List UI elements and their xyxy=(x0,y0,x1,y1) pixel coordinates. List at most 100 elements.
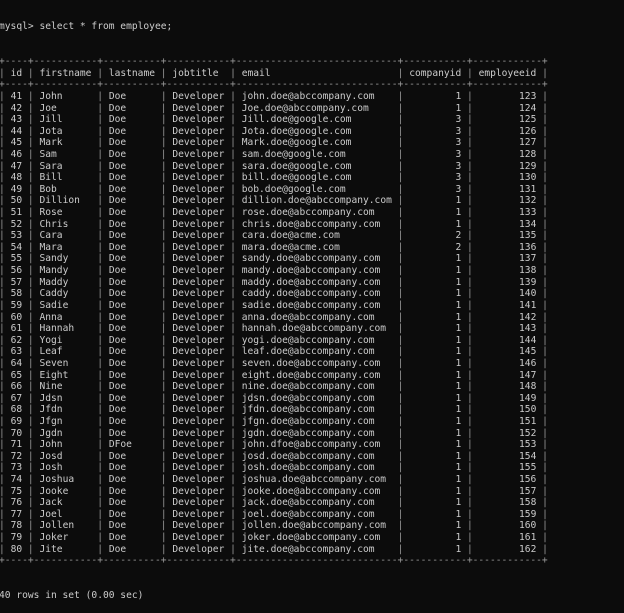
cell-employeeid: 127 xyxy=(519,137,537,149)
table-row: | 76 | Jack | Doe | Developer | jack.doe… xyxy=(0,497,548,509)
cell-email: nine.doe@abccompany.com xyxy=(241,381,375,393)
cell-jobtitle: Developer xyxy=(172,508,225,520)
cell-jobtitle: Developer xyxy=(172,241,225,253)
cell-email: Jota.doe@google.com xyxy=(241,125,352,137)
cell-email: john.doe@abccompany.com xyxy=(241,90,375,102)
cell-firstname: Seven xyxy=(39,357,69,369)
table-row: | 78 | Jollen | Doe | Developer | jollen… xyxy=(0,520,548,532)
cell-email: rose.doe@abccompany.com xyxy=(241,207,375,219)
cell-email: Jill.doe@google.com xyxy=(241,114,352,126)
cell-firstname: Jill xyxy=(39,114,63,126)
cell-employeeid: 149 xyxy=(519,392,537,404)
cell-lastname: Doe xyxy=(108,311,127,323)
table-row: | 79 | Joker | Doe | Developer | joker.d… xyxy=(0,532,548,544)
table-row: | 47 | Sara | Doe | Developer | sara.doe… xyxy=(0,160,548,172)
cell-firstname: Eight xyxy=(39,369,69,381)
table-row: | 51 | Rose | Doe | Developer | rose.doe… xyxy=(0,207,548,219)
cell-jobtitle: Developer xyxy=(172,288,225,300)
table-row: | 80 | Jite | Doe | Developer | jite.doe… xyxy=(0,543,548,555)
cell-companyid: 1 xyxy=(455,195,462,207)
cell-employeeid: 150 xyxy=(519,404,537,416)
cell-lastname: Doe xyxy=(108,462,127,474)
cell-firstname: Hannah xyxy=(39,323,75,335)
cell-firstname: Cara xyxy=(39,230,63,242)
cell-lastname: Doe xyxy=(108,299,127,311)
cell-jobtitle: Developer xyxy=(172,148,225,160)
cell-lastname: Doe xyxy=(108,532,127,544)
cell-id: 77 xyxy=(10,508,23,520)
cell-email: dillion.doe@abccompany.com xyxy=(241,195,392,207)
cell-email: cara.doe@acme.com xyxy=(241,230,340,242)
cell-companyid: 3 xyxy=(455,125,462,137)
cell-id: 79 xyxy=(10,532,23,544)
cell-employeeid: 153 xyxy=(519,439,537,451)
result-summary: 40 rows in set (0.00 sec) xyxy=(0,590,144,602)
cell-companyid: 2 xyxy=(455,241,462,253)
cell-jobtitle: Developer xyxy=(172,392,225,404)
cell-companyid: 1 xyxy=(455,288,462,300)
cell-jobtitle: Developer xyxy=(172,276,225,288)
table-row: | 42 | Joe | Doe | Developer | Joe.doe@a… xyxy=(0,102,548,114)
cell-companyid: 3 xyxy=(455,137,462,149)
cell-id: 62 xyxy=(10,334,23,346)
cell-employeeid: 133 xyxy=(519,207,537,219)
cell-lastname: DFoe xyxy=(108,439,132,451)
cell-companyid: 3 xyxy=(455,183,462,195)
cell-email: mandy.doe@abccompany.com xyxy=(241,265,381,277)
cell-companyid: 1 xyxy=(455,381,462,393)
cell-firstname: Rose xyxy=(39,207,63,219)
cell-id: 72 xyxy=(10,450,23,462)
cell-companyid: 1 xyxy=(455,265,462,277)
cell-firstname: Bob xyxy=(39,183,57,195)
cell-id: 65 xyxy=(10,369,23,381)
cell-firstname: Leaf xyxy=(39,346,63,358)
cell-companyid: 1 xyxy=(455,392,462,404)
cell-jobtitle: Developer xyxy=(172,520,225,532)
cell-lastname: Doe xyxy=(108,543,127,555)
cell-companyid: 1 xyxy=(455,311,462,323)
cell-lastname: Doe xyxy=(108,416,127,427)
terminal-window[interactable]: mysql> select * from employee; +----+---… xyxy=(0,0,548,613)
cell-employeeid: 146 xyxy=(519,357,537,369)
cell-lastname: Doe xyxy=(108,207,127,219)
cell-employeeid: 136 xyxy=(519,241,537,253)
cell-lastname: Doe xyxy=(108,346,127,358)
cell-email: bill.doe@google.com xyxy=(241,172,352,184)
cell-email: joshua.doe@abccompany.com xyxy=(241,474,387,486)
cell-jobtitle: Developer xyxy=(172,299,225,311)
cell-email: bob.doe@google.com xyxy=(241,183,346,195)
cell-jobtitle: Developer xyxy=(172,230,225,242)
cell-jobtitle: Developer xyxy=(172,172,225,184)
table-row: | 60 | Anna | Doe | Developer | anna.doe… xyxy=(0,311,548,323)
cell-lastname: Doe xyxy=(108,369,127,381)
cell-lastname: Doe xyxy=(108,427,127,439)
table-row: | 72 | Josd | Doe | Developer | josd.doe… xyxy=(0,450,548,462)
cell-id: 54 xyxy=(10,241,23,253)
cell-employeeid: 131 xyxy=(519,183,537,195)
table-row: | 69 | Jfgn | Doe | Developer | jfgn.doe… xyxy=(0,416,548,427)
cell-firstname: Josd xyxy=(39,450,63,462)
cell-firstname: Dillion xyxy=(39,195,80,207)
cell-jobtitle: Developer xyxy=(172,265,225,277)
cell-id: 73 xyxy=(10,462,23,474)
cell-id: 55 xyxy=(10,253,23,265)
cell-employeeid: 134 xyxy=(519,218,537,230)
cell-email: sam.doe@google.com xyxy=(241,148,346,160)
cell-firstname: Josh xyxy=(39,462,63,474)
table-header: | id | firstname | lastname | jobtitle |… xyxy=(0,67,548,79)
cell-lastname: Doe xyxy=(108,253,127,265)
table-row: | 73 | Josh | Doe | Developer | josh.doe… xyxy=(0,462,548,474)
cell-lastname: Doe xyxy=(108,450,127,462)
cell-companyid: 1 xyxy=(455,474,462,486)
table-row: | 50 | Dillion | Doe | Developer | dilli… xyxy=(0,195,548,207)
cell-jobtitle: Developer xyxy=(172,183,225,195)
result-table: +----+-----------+----------+-----------… xyxy=(0,56,548,567)
cell-firstname: Joker xyxy=(39,532,69,544)
cell-id: 61 xyxy=(10,323,23,335)
table-row: | 75 | Jooke | Doe | Developer | jooke.d… xyxy=(0,485,548,497)
cell-companyid: 1 xyxy=(455,404,462,416)
column-header-jobtitle: jobtitle xyxy=(172,67,219,79)
cell-id: 64 xyxy=(10,357,23,369)
cell-lastname: Doe xyxy=(108,381,127,393)
cell-id: 47 xyxy=(10,160,23,172)
